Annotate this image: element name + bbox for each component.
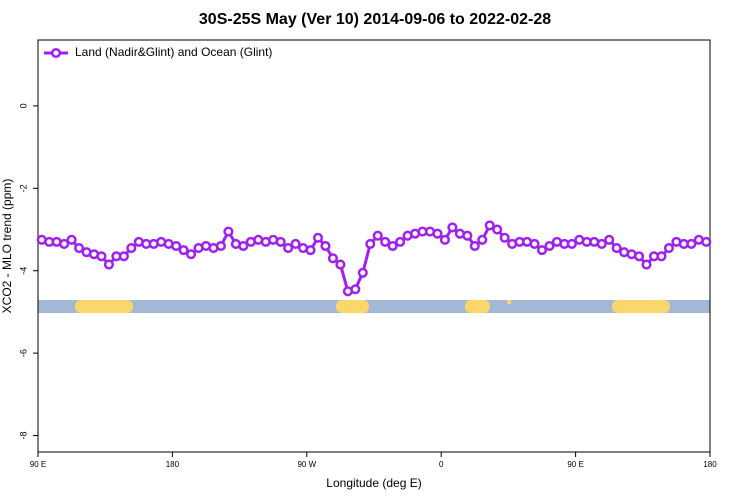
- data-point: [283, 243, 294, 254]
- y-tick-label: 0: [18, 103, 28, 108]
- data-point: [215, 240, 226, 252]
- data-point: [118, 251, 129, 262]
- data-point: [103, 259, 114, 270]
- data-point: [320, 240, 331, 252]
- data-point: [484, 220, 495, 231]
- data-point: [477, 234, 488, 245]
- data-point: [641, 259, 652, 270]
- data-point: [178, 245, 189, 256]
- y-axis-label: XCO2 - MLO trend (ppm): [0, 179, 14, 314]
- x-tick-label: 90 W: [297, 460, 316, 469]
- data-point: [663, 243, 674, 254]
- data-point: [74, 243, 85, 254]
- ocean-band: [38, 300, 710, 313]
- data-point: [380, 236, 391, 247]
- data-point: [701, 236, 712, 247]
- land-ocean-band: [38, 300, 710, 313]
- data-point: [544, 240, 555, 252]
- data-point: [59, 238, 70, 249]
- data-point: [126, 243, 137, 254]
- x-tick-label: 180: [166, 460, 180, 469]
- data-point: [432, 228, 443, 239]
- data-point: [686, 238, 697, 249]
- y-tick-label: -2: [18, 184, 28, 192]
- x-axis-label: Longitude (deg E): [326, 476, 421, 490]
- x-tick-label: 90 E: [30, 460, 46, 469]
- data-point: [365, 238, 376, 249]
- y-tick-label: -4: [18, 267, 28, 275]
- data-point: [327, 253, 338, 264]
- data-point: [611, 243, 622, 254]
- data-point: [312, 232, 324, 243]
- data-point: [223, 226, 234, 237]
- data-point: [275, 236, 286, 247]
- data-point: [492, 224, 503, 235]
- data-point: [499, 232, 510, 243]
- data-point: [634, 251, 645, 262]
- legend-marker: [50, 47, 62, 59]
- data-point: [566, 238, 577, 249]
- data-point: [96, 251, 107, 262]
- land-band: [465, 300, 490, 313]
- x-tick-label: 90 E: [567, 460, 583, 469]
- data-point: [596, 238, 607, 249]
- data-point: [395, 236, 406, 247]
- data-point: [290, 238, 301, 249]
- data-point: [469, 240, 480, 252]
- legend: Land (Nadir&Glint) and Ocean (Glint): [44, 45, 272, 59]
- plot-frame: [37, 39, 711, 453]
- data-point: [66, 234, 77, 245]
- legend-label: Land (Nadir&Glint) and Ocean (Glint): [75, 45, 272, 59]
- data-point: [305, 245, 316, 256]
- data-point: [656, 251, 667, 262]
- data-point: [357, 267, 368, 278]
- y-tick-label: -6: [18, 349, 28, 357]
- data-point: [335, 259, 346, 270]
- data-point: [186, 249, 197, 260]
- data-point: [462, 230, 473, 241]
- data-point: [372, 230, 383, 241]
- data-point: [387, 240, 398, 252]
- data-point: [171, 240, 182, 252]
- land-band: [507, 300, 511, 304]
- data-point: [536, 245, 548, 256]
- x-tick-label: 0: [439, 460, 444, 469]
- data-point: [529, 238, 540, 249]
- data-point: [604, 234, 615, 245]
- data-point: [238, 240, 249, 252]
- chart-title: 30S-25S May (Ver 10) 2014-09-06 to 2022-…: [199, 11, 551, 28]
- data-point: [439, 234, 450, 245]
- land-band: [75, 300, 133, 313]
- land-band: [336, 300, 369, 313]
- x-tick-label: 180: [703, 460, 717, 469]
- land-band: [612, 300, 670, 313]
- y-tick-label: -8: [18, 432, 28, 440]
- data-point: [350, 284, 361, 295]
- data-point: [447, 222, 458, 233]
